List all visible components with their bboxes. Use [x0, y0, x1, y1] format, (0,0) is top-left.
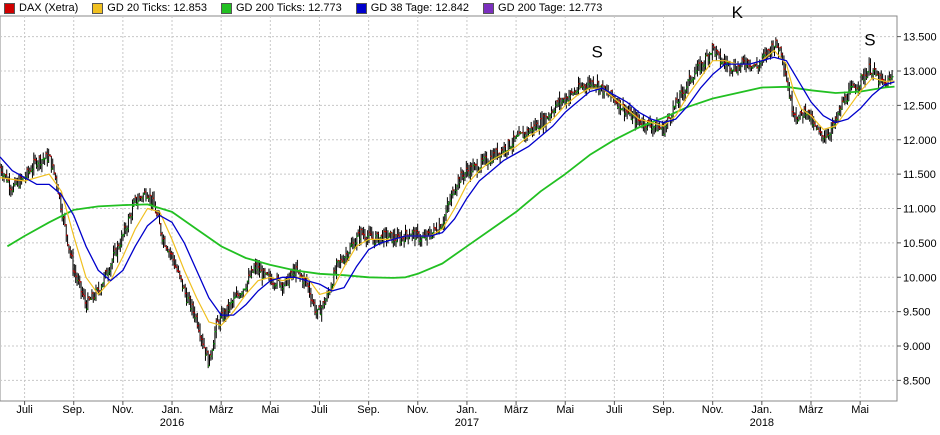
x-tick-label: Juli: [16, 404, 33, 416]
y-tick-label: 13.500: [903, 32, 937, 44]
legend-swatch-gd20-ticks: [92, 2, 104, 14]
legend: DAX (Xetra) GD 20 Ticks: 12.853 GD 200 T…: [0, 0, 612, 16]
x-tick-label: März: [799, 404, 823, 416]
y-tick-label: 9.500: [903, 307, 931, 319]
x-tick-label: Nov.: [407, 404, 429, 416]
x-tick-label: Sep.: [357, 404, 380, 416]
legend-item-gd38-tage: GD 38 Tage: 12.842: [355, 2, 470, 14]
x-year-label: 2016: [160, 417, 184, 429]
x-tick-label: Mai: [261, 404, 279, 416]
x-tick-label: März: [504, 404, 528, 416]
y-tick-label: 8.500: [903, 375, 931, 387]
legend-item-gd200-tage: GD 200 Tage: 12.773: [483, 2, 602, 14]
legend-swatch-gd200-ticks: [220, 2, 232, 14]
y-tick-label: 10.500: [903, 238, 937, 250]
pattern-annotation: S: [592, 42, 603, 61]
x-tick-label: März: [209, 404, 233, 416]
x-tick-label: Nov.: [112, 404, 134, 416]
legend-item-gd20-ticks: GD 20 Ticks: 12.853: [92, 2, 207, 14]
legend-label-gd200-tage: GD 200 Tage: 12.773: [498, 2, 603, 14]
x-tick-label: Juli: [311, 404, 328, 416]
y-tick-label: 10.000: [903, 272, 937, 284]
legend-label-gd38-tage: GD 38 Tage: 12.842: [370, 2, 470, 14]
x-year-label: 2018: [750, 417, 774, 429]
legend-item-gd200-ticks: GD 200 Ticks: 12.773: [220, 2, 342, 14]
y-tick-label: 11.000: [903, 204, 936, 216]
legend-label-gd200-ticks: GD 200 Ticks: 12.773: [235, 2, 342, 14]
moving-average-lines: [0, 49, 895, 326]
x-tick-label: Nov.: [702, 404, 724, 416]
legend-swatch-gd200-tage: [483, 2, 495, 14]
legend-swatch-dax: [4, 2, 15, 14]
gd38-tage-line: [0, 56, 895, 316]
chart-annotations: S K S: [592, 3, 876, 61]
x-tick-label: Jan.: [162, 404, 183, 416]
x-tick-label: Jan.: [751, 404, 772, 416]
y-axis: 8.500 9.000 9.500 10.000 10.500 11.000 11.500 1…: [897, 32, 937, 387]
gd200-ticks-line: [6, 85, 895, 279]
y-tick-label: 12.500: [903, 100, 937, 112]
y-tick-label: 12.000: [903, 135, 937, 147]
legend-label-gd20-ticks: GD 20 Ticks: 12.853: [107, 2, 207, 14]
x-tick-label: Mai: [556, 404, 574, 416]
y-tick-label: 9.000: [903, 341, 931, 353]
x-tick-label: Jan.: [457, 404, 478, 416]
legend-swatch-gd38-tage: [355, 2, 367, 14]
y-tick-label: 11.500: [903, 169, 936, 181]
y-tick-label: 13.000: [903, 66, 937, 78]
x-tick-label: Sep.: [652, 404, 675, 416]
legend-label-dax: DAX (Xetra): [19, 2, 79, 14]
pattern-annotation: S: [864, 31, 875, 50]
legend-item-dax: DAX (Xetra): [4, 2, 78, 14]
x-tick-label: Mai: [851, 404, 869, 416]
x-tick-label: Sep.: [62, 404, 85, 416]
x-year-label: 2017: [455, 417, 479, 429]
pattern-annotation: K: [732, 3, 744, 22]
x-tick-label: Juli: [606, 404, 623, 416]
